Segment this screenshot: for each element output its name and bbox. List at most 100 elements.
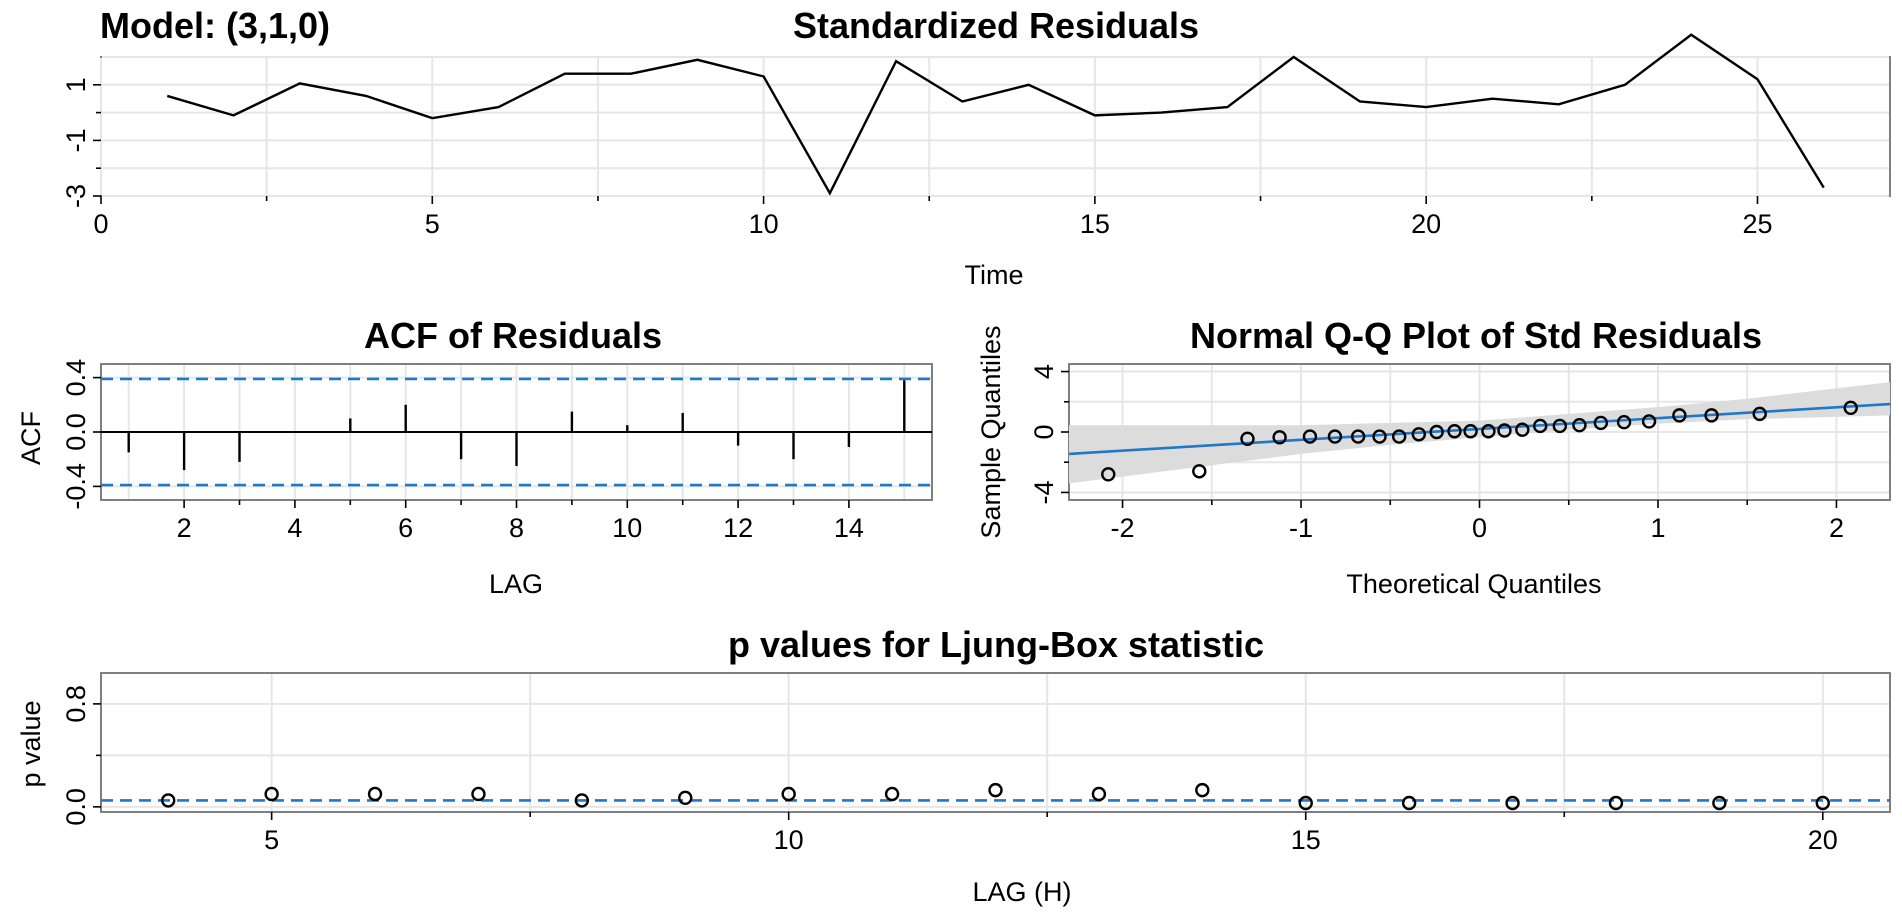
ljung-box-point [1298, 795, 1313, 811]
qq-point [1593, 415, 1609, 431]
residuals-y-axis: -3 -1 1 [61, 77, 101, 208]
ljung-box-point [781, 786, 796, 802]
qq-x-axis: -2 -1 0 1 2 [1111, 500, 1844, 543]
y-tick-label: 0.0 [61, 413, 91, 451]
qq-point [1532, 418, 1548, 434]
ljung-box-y-axis: 0.0 0.8 [61, 685, 101, 826]
x-tick-label: 20 [1808, 825, 1838, 855]
qq-point [1672, 408, 1687, 423]
x-tick-label: 15 [1291, 825, 1321, 855]
ljung-box-point [574, 793, 590, 808]
ljung-box-point [1505, 795, 1520, 811]
qq-point [1515, 422, 1530, 437]
x-tick-label: 14 [834, 513, 864, 543]
qq-point [1447, 424, 1462, 439]
ljung-box-y-label: p value [16, 700, 46, 787]
x-tick-label: 12 [723, 513, 753, 543]
ljung-box-point [1401, 795, 1417, 811]
acf-x-axis: 2 4 6 8 10 12 14 [177, 500, 864, 543]
x-tick-label: 6 [398, 513, 413, 543]
x-tick-label: 0 [93, 209, 108, 239]
y-tick-label: 0.4 [61, 359, 91, 397]
ljung-box-point [678, 790, 693, 806]
acf-bars [127, 380, 906, 471]
ljung-box-points [161, 782, 1830, 811]
x-tick-label: 10 [749, 209, 779, 239]
residuals-plot-area [100, 56, 1891, 197]
qq-point [1411, 427, 1427, 442]
qq-y-label: Sample Quantiles [976, 325, 1006, 538]
qq-point [1429, 424, 1444, 440]
ljung-box-point [1608, 795, 1624, 811]
qq-point [1752, 406, 1767, 422]
qq-point [1843, 400, 1858, 416]
acf-title: ACF of Residuals [364, 315, 662, 356]
y-tick-label: 0 [1029, 424, 1059, 439]
ljung-box-panel: p values for Ljung-Box statistic 5 10 15 20… [16, 624, 1891, 907]
ljung-box-plot-area [100, 672, 1891, 813]
qq-point [1372, 429, 1387, 444]
x-tick-label: 8 [509, 513, 524, 543]
qq-panel: Normal Q-Q Plot of Std Residuals -2 -1 0 1 2… [976, 315, 1891, 599]
ljung-box-point [988, 782, 1003, 798]
qq-point [1497, 423, 1512, 438]
qq-point [1641, 414, 1657, 429]
qq-point [1391, 429, 1407, 444]
qq-point [1240, 431, 1255, 446]
y-tick-label: 0.8 [61, 685, 91, 723]
qq-point [1616, 414, 1632, 430]
ljung-box-point [471, 786, 486, 802]
ljung-box-x-label: LAG (H) [972, 877, 1071, 907]
ljung-box-point [1712, 795, 1727, 811]
ljung-box-title: p values for Ljung-Box statistic [728, 624, 1264, 665]
x-tick-label: 10 [612, 513, 642, 543]
x-tick-label: 25 [1742, 209, 1772, 239]
acf-panel: ACF of Residuals 2 4 6 8 10 12 14 -0.4 0.0 0.4 L… [16, 315, 933, 599]
qq-x-label: Theoretical Quantiles [1346, 569, 1601, 599]
x-tick-label: 15 [1080, 209, 1110, 239]
residuals-x-label: Time [965, 260, 1024, 290]
ljung-box-point [1815, 795, 1830, 811]
x-tick-label: 2 [177, 513, 192, 543]
ljung-box-point [264, 786, 279, 802]
qq-point [1552, 418, 1568, 434]
qq-point [1192, 464, 1207, 479]
y-tick-label: -4 [1029, 480, 1059, 504]
qq-confidence-band [1069, 382, 1890, 484]
acf-x-label: LAG [489, 569, 543, 599]
standardized-residuals-panel: Model: (3,1,0) Standardized Residuals 0 5… [61, 5, 1891, 290]
qq-title: Normal Q-Q Plot of Std Residuals [1190, 315, 1762, 356]
x-tick-label: -2 [1111, 513, 1135, 543]
qq-point [1572, 418, 1587, 433]
residuals-title: Standardized Residuals [793, 5, 1199, 46]
x-tick-label: 20 [1411, 209, 1441, 239]
y-tick-label: 1 [61, 77, 91, 92]
y-tick-label: -0.4 [61, 463, 91, 510]
ljung-box-point [884, 786, 900, 802]
qq-y-axis: -4 0 4 [1029, 364, 1069, 504]
x-tick-label: -1 [1289, 513, 1313, 543]
acf-y-label: ACF [16, 411, 46, 465]
residuals-grid [100, 56, 1889, 197]
y-tick-label: -3 [61, 184, 91, 208]
x-tick-label: 2 [1829, 513, 1844, 543]
x-tick-label: 1 [1650, 513, 1665, 543]
qq-points [1101, 400, 1858, 482]
ljung-box-point [1195, 782, 1210, 798]
qq-point [1101, 467, 1116, 482]
ljung-box-point [1091, 786, 1107, 802]
x-tick-label: 10 [774, 825, 804, 855]
ljung-box-x-axis: 5 10 15 20 [264, 812, 1838, 855]
qq-point [1481, 424, 1496, 439]
x-tick-label: 4 [287, 513, 302, 543]
x-tick-label: 5 [425, 209, 440, 239]
residuals-series-line [166, 33, 1825, 196]
y-tick-label: 4 [1029, 364, 1059, 379]
qq-point [1704, 408, 1719, 423]
x-tick-label: 0 [1472, 513, 1487, 543]
ljung-box-point [367, 786, 383, 802]
y-tick-label: -1 [61, 128, 91, 152]
ljung-box-grid [102, 674, 1889, 811]
ljung-box-point [161, 793, 176, 808]
